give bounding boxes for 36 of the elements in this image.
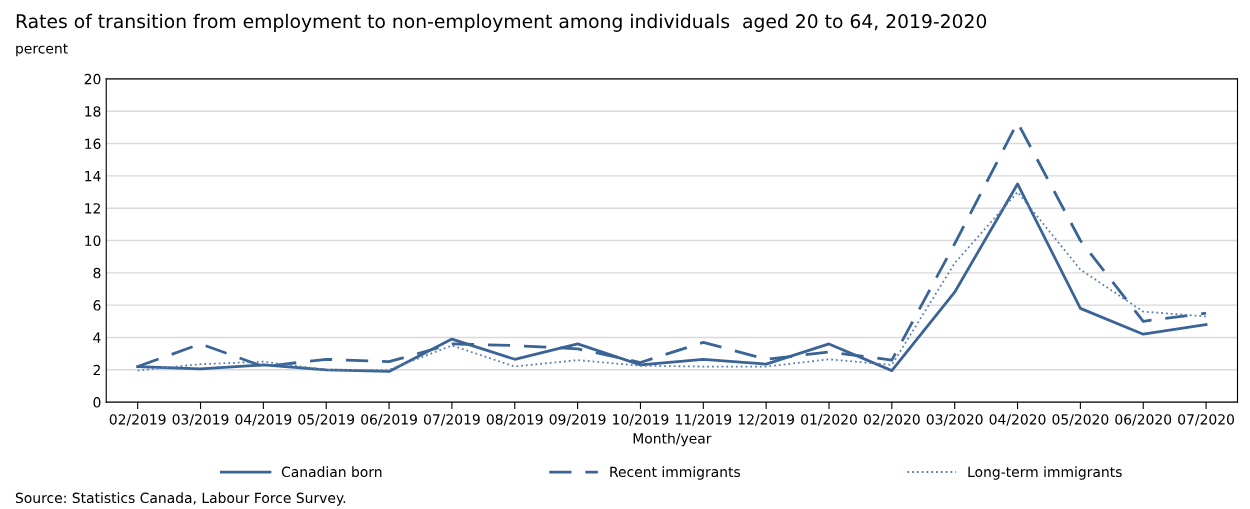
- x-tick-label: 07/2019: [423, 414, 480, 426]
- y-tick-label: 18: [85, 106, 101, 117]
- y-tick-label: 12: [85, 203, 100, 214]
- x-tick-label: 09/2019: [549, 414, 606, 426]
- x-tick-label: 08/2019: [486, 414, 543, 426]
- legend-label: Canadian born: [281, 466, 382, 478]
- y-tick-label: 20: [84, 73, 101, 85]
- x-tick-label: 02/2020: [863, 414, 920, 426]
- x-tick-label: 04/2019: [235, 414, 292, 426]
- x-tick-label: 03/2019: [172, 414, 229, 426]
- x-tick-label: 02/2019: [109, 414, 166, 426]
- x-tick-label: 07/2020: [1178, 414, 1234, 426]
- y-tick-label: 8: [93, 267, 101, 279]
- x-tick-label: 01/2020: [801, 414, 857, 426]
- x-tick-label: 06/2019: [361, 414, 417, 426]
- y-tick-label: 0: [93, 397, 101, 408]
- x-tick-label: 12/2019: [738, 414, 795, 426]
- x-axis-title: Month/year: [633, 432, 712, 447]
- x-tick-label: 05/2020: [1052, 414, 1109, 426]
- x-tick-label: 04/2020: [989, 414, 1046, 426]
- x-tick-label: 03/2020: [926, 414, 983, 426]
- chart-title: Rates of transition from employment to non-employment among individuals aged 20 to 64, 2019-2020: [16, 13, 987, 32]
- y-tick-label: 10: [85, 235, 101, 246]
- y-tick-label: 6: [93, 300, 101, 311]
- y-axis-title: percent: [16, 43, 68, 57]
- y-tick-label: 4: [93, 332, 101, 343]
- x-tick-label: 06/2020: [1115, 414, 1172, 426]
- y-tick-label: 16: [85, 138, 101, 150]
- source-note: Source: Statistics Canada, Labour Force Survey.: [15, 492, 346, 506]
- y-tick-label: 14: [85, 171, 101, 182]
- x-tick-label: 11/2019: [675, 414, 732, 426]
- x-tick-label: 10/2019: [613, 414, 669, 426]
- x-tick-label: 05/2019: [298, 414, 355, 426]
- y-tick-label: 2: [93, 364, 100, 376]
- legend-label: Long-term immigrants: [968, 466, 1122, 480]
- legend-label: Recent immigrants: [610, 466, 741, 480]
